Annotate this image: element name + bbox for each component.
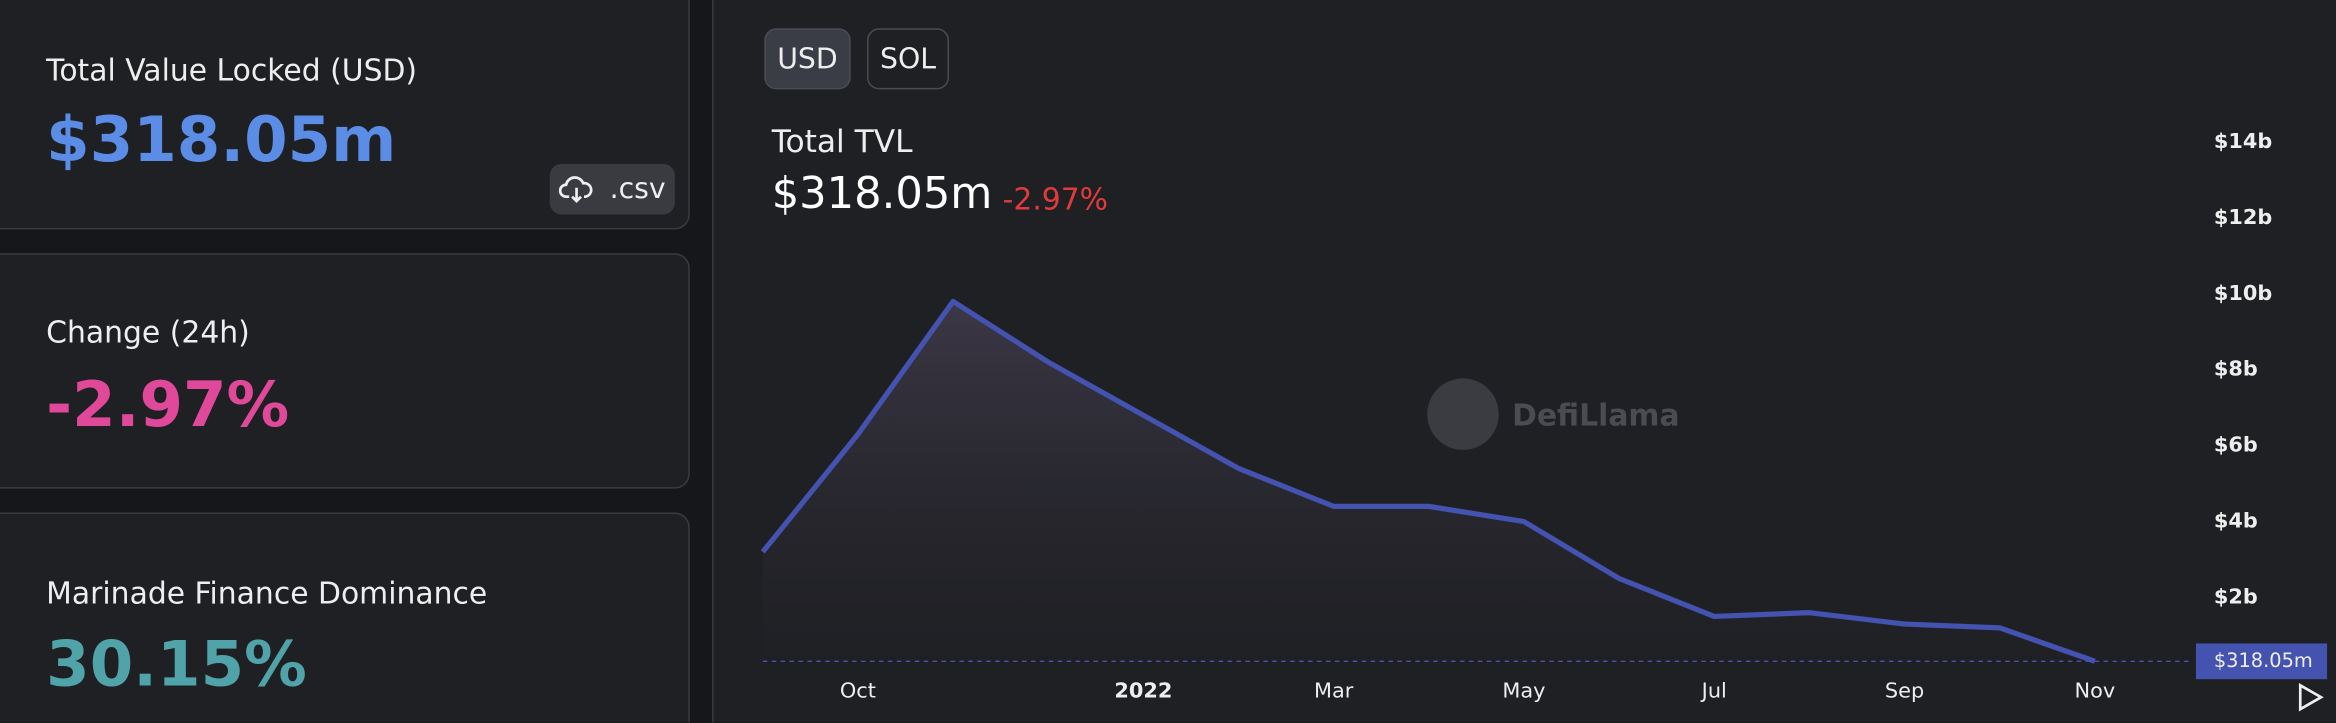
y-tick-label: $4b bbox=[2214, 509, 2258, 533]
play-icon[interactable] bbox=[2298, 682, 2324, 712]
area-fill bbox=[762, 301, 2095, 674]
current-value-label: $318.05m bbox=[2214, 649, 2313, 672]
x-tick-label: Jul bbox=[1700, 678, 1727, 702]
y-tick-label: $14b bbox=[2214, 129, 2272, 153]
usd-button[interactable]: USD bbox=[764, 28, 851, 90]
tvl-line bbox=[760, 298, 2096, 664]
stat-label: Marinade Finance Dominance bbox=[46, 575, 488, 611]
download-icon bbox=[559, 176, 593, 204]
headline-change: -2.97% bbox=[1003, 183, 1108, 218]
x-tick-label: 2022 bbox=[1114, 678, 1172, 702]
y-tick-label: $12b bbox=[2214, 205, 2272, 229]
y-tick-label: $8b bbox=[2214, 357, 2258, 381]
x-tick-label: Sep bbox=[1885, 678, 1924, 702]
stat-value: -2.97% bbox=[46, 367, 290, 441]
watermark: DefiLlama bbox=[1512, 399, 1679, 434]
csv-button[interactable]: .csv bbox=[549, 163, 675, 215]
stat-value: $318.05m bbox=[46, 102, 397, 176]
dominance-card: Marinade Finance Dominance 30.15% bbox=[0, 512, 690, 723]
y-tick-label: $6b bbox=[2214, 433, 2258, 457]
current-value-badge bbox=[2195, 643, 2328, 680]
watermark-logo bbox=[1427, 378, 1499, 450]
x-tick-label: Mar bbox=[1314, 678, 1354, 702]
x-tick-label: Oct bbox=[840, 678, 876, 702]
csv-label: .csv bbox=[609, 172, 666, 206]
change-card: Change (24h) -2.97% bbox=[0, 253, 690, 489]
tvl-card: Total Value Locked (USD) $318.05m .csv bbox=[0, 0, 690, 230]
y-tick-label: $10b bbox=[2214, 281, 2272, 305]
stat-label: Total Value Locked (USD) bbox=[46, 52, 418, 88]
stat-value: 30.15% bbox=[46, 627, 307, 701]
x-tick-label: May bbox=[1502, 678, 1545, 702]
sol-button[interactable]: SOL bbox=[867, 28, 950, 90]
stat-label: Change (24h) bbox=[46, 314, 250, 351]
x-tick-label: Nov bbox=[2075, 678, 2116, 702]
y-tick-label: $2b bbox=[2214, 584, 2258, 608]
headline-value: $318.05m bbox=[772, 169, 993, 219]
chart-title: Total TVL bbox=[771, 124, 913, 160]
